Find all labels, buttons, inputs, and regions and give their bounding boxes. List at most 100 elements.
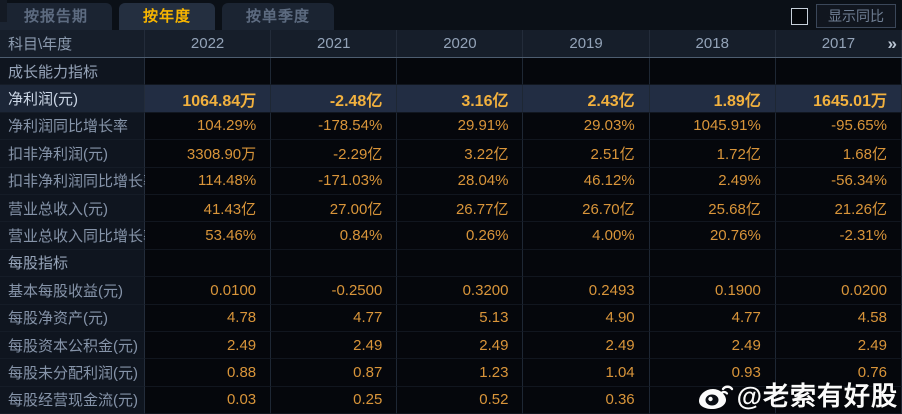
value-cell: 0.93 (649, 359, 776, 387)
value-cell: 0.84% (271, 222, 398, 250)
year-header-2017: 2017 (776, 30, 902, 57)
value-cell: 26.77亿 (397, 194, 524, 223)
row-label: 每股资本公积金(元) (0, 331, 145, 360)
value-cell (145, 58, 272, 86)
value-cell: 29.03% (523, 112, 650, 141)
value-cell: -2.29亿 (271, 140, 398, 168)
value-cell (649, 249, 776, 278)
tab-by-year[interactable]: 按年度 (119, 3, 216, 30)
value-cell: 104.29% (145, 112, 272, 141)
table-row: 营业总收入同比增长率 53.46% 0.84% 0.26% 4.00% 20.76% -2.… (0, 222, 902, 250)
table-row: 每股经营现金流(元) 0.03 0.25 0.52 0.36 (0, 386, 902, 414)
value-cell: 4.90 (523, 304, 650, 332)
value-cell: 0.87 (271, 359, 398, 387)
value-cell: 0.52 (397, 386, 524, 414)
value-cell: -178.54% (271, 112, 398, 141)
value-cell: -56.34% (775, 167, 902, 195)
table-row: 扣非净利润(元) 3308.90万 -2.29亿 3.22亿 2.51亿 1.72亿 1.6… (0, 140, 902, 168)
value-cell: 114.48% (145, 167, 272, 195)
value-cell: 0.0200 (775, 277, 902, 305)
value-cell: 46.12% (523, 167, 650, 195)
value-cell (145, 249, 272, 278)
value-cell: -2.48亿 (271, 85, 398, 113)
value-cell: 2.49 (523, 331, 650, 360)
section-row: 每股指标 (0, 249, 902, 278)
value-cell: 0.1900 (649, 277, 776, 305)
value-cell: 4.58 (775, 304, 902, 332)
value-cell (649, 58, 776, 86)
value-cell (523, 58, 650, 86)
value-cell: 2.49 (145, 331, 272, 360)
show-yoy-checkbox[interactable] (791, 7, 808, 25)
value-cell: 2.49 (775, 331, 902, 360)
value-cell: 4.77 (271, 304, 398, 332)
table-row: 净利润同比增长率 104.29% -178.54% 29.91% 29.03% 1045.… (0, 112, 902, 141)
value-cell: 27.00亿 (271, 194, 398, 223)
value-cell (397, 58, 524, 86)
value-cell: 0.03 (145, 386, 272, 414)
value-cell: 2.49 (397, 331, 524, 360)
table-header-row: 科目\年度 2022 2021 2020 2019 2018 2017» (0, 30, 902, 58)
year-header-2019: 2019 (523, 30, 650, 57)
value-cell: 29.91% (397, 112, 524, 141)
more-years-chevron-icon[interactable]: » (887, 33, 897, 53)
row-label: 每股净资产(元) (0, 304, 145, 332)
corner-header: 科目\年度 (0, 30, 145, 57)
value-cell (775, 249, 902, 278)
row-label: 每股指标 (0, 249, 145, 278)
show-yoy-label[interactable]: 显示同比 (816, 4, 896, 28)
show-yoy-controls: 显示同比 (791, 4, 896, 28)
value-cell: 41.43亿 (145, 194, 272, 223)
tab-report-period[interactable]: 按报告期 (0, 3, 113, 30)
corner-notch (0, 0, 7, 22)
row-label: 营业总收入同比增长率 (0, 222, 158, 250)
value-cell: 0.25 (271, 386, 398, 414)
value-cell: 5.13 (397, 304, 524, 332)
year-header-2018: 2018 (650, 30, 776, 57)
tab-by-quarter[interactable]: 按单季度 (222, 3, 335, 30)
value-cell (775, 58, 902, 86)
table-row: 基本每股收益(元) 0.0100 -0.2500 0.3200 0.2493 0.1900… (0, 277, 902, 305)
value-cell: 4.77 (649, 304, 776, 332)
value-cell: 1.89亿 (649, 85, 776, 113)
value-cell: 53.46% (145, 222, 272, 250)
value-cell: 3.16亿 (397, 85, 524, 113)
value-cell (271, 249, 398, 278)
value-cell: 1.72亿 (649, 140, 776, 168)
value-cell: 1064.84万 (145, 85, 272, 113)
value-cell: 0.36 (523, 386, 650, 414)
value-cell: 0.26% (397, 222, 524, 250)
year-header-2022: 2022 (145, 30, 272, 57)
value-cell (775, 386, 902, 414)
value-cell: -171.03% (271, 167, 398, 195)
value-cell: 1645.01万 (775, 85, 902, 113)
row-label: 成长能力指标 (0, 58, 145, 86)
value-cell: 26.70亿 (523, 194, 650, 223)
value-cell: 0.2493 (523, 277, 650, 305)
value-cell: 0.0100 (145, 277, 272, 305)
value-cell: 28.04% (397, 167, 524, 195)
row-label: 每股未分配利润(元) (0, 359, 145, 387)
financial-table: 科目\年度 2022 2021 2020 2019 2018 2017» 成长能力指标 净利… (0, 30, 902, 414)
table-row: 每股未分配利润(元) 0.88 0.87 1.23 1.04 0.93 0.76 (0, 359, 902, 387)
value-cell: 20.76% (649, 222, 776, 250)
period-tab-bar: 按报告期 按年度 按单季度 显示同比 (0, 0, 902, 30)
value-cell: 0.3200 (397, 277, 524, 305)
value-cell: 1.23 (397, 359, 524, 387)
value-cell: 4.78 (145, 304, 272, 332)
value-cell (649, 386, 776, 414)
value-cell: 1.04 (523, 359, 650, 387)
value-cell (523, 249, 650, 278)
value-cell: 4.00% (523, 222, 650, 250)
table-row: 每股净资产(元) 4.78 4.77 5.13 4.90 4.77 4.58 (0, 304, 902, 332)
row-label: 净利润(元) (0, 85, 145, 113)
value-cell: 2.43亿 (523, 85, 650, 113)
row-label: 净利润同比增长率 (0, 112, 145, 141)
table-row: 净利润(元) 1064.84万 -2.48亿 3.16亿 2.43亿 1.89亿 1645.… (0, 85, 902, 113)
value-cell: 0.88 (145, 359, 272, 387)
row-label: 每股经营现金流(元) (0, 386, 145, 414)
value-cell: -95.65% (775, 112, 902, 141)
year-header-2020: 2020 (397, 30, 524, 57)
row-label: 扣非净利润同比增长率 (0, 167, 158, 195)
